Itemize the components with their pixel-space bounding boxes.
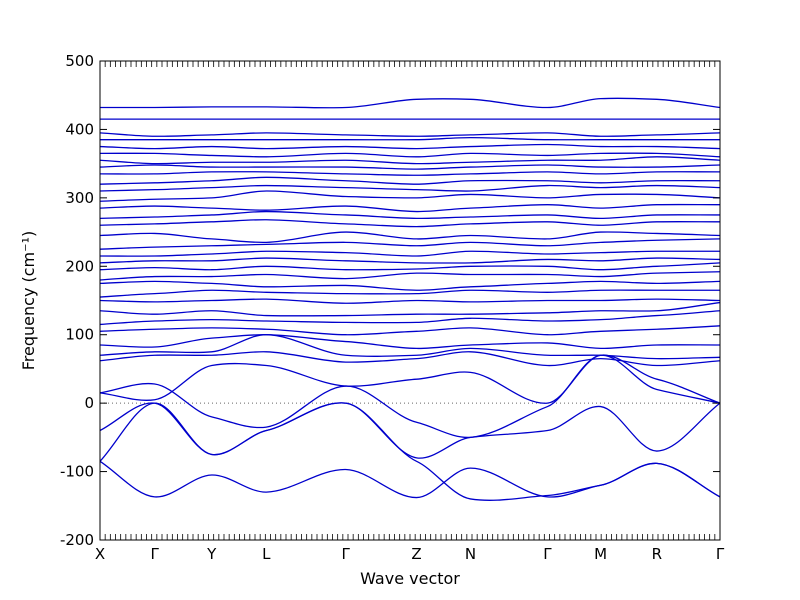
y-tick-label: -200 — [60, 531, 94, 549]
band-line — [99, 301, 721, 317]
band-line — [99, 250, 721, 257]
band-line — [99, 351, 721, 367]
band-line — [99, 176, 721, 185]
x-tick-label: N — [465, 545, 476, 563]
band-line — [99, 164, 721, 170]
band-line — [99, 231, 721, 244]
y-tick-label: 100 — [65, 326, 94, 344]
x-tick-label: Γ — [543, 545, 552, 563]
band-line — [99, 402, 721, 501]
series-layer — [99, 97, 721, 501]
band-line — [99, 238, 721, 250]
band-line — [99, 289, 720, 298]
band-line — [99, 97, 721, 109]
y-tick-layer: -200 -100 0 100 200 300 400 500 — [60, 52, 720, 549]
x-tick-label: Y — [206, 545, 217, 563]
band-line — [99, 219, 721, 228]
y-tick-label: 400 — [65, 120, 94, 138]
x-tick-label: R — [652, 545, 662, 563]
band-line — [99, 257, 721, 264]
y-tick-label: 300 — [65, 189, 94, 207]
band-line — [99, 271, 721, 281]
band-line — [99, 354, 721, 439]
y-axis-label: Frequency (cm⁻¹) — [19, 231, 38, 370]
band-line — [99, 298, 721, 304]
band-line — [99, 171, 721, 176]
band-line — [99, 156, 721, 165]
x-tick-label: L — [262, 545, 271, 563]
x-tick-label: X — [95, 545, 105, 563]
band-line — [99, 152, 721, 158]
band-line — [99, 460, 721, 499]
band-line — [99, 280, 721, 291]
band-line — [99, 310, 721, 326]
band-line — [99, 354, 721, 404]
band-line — [99, 262, 721, 271]
band-line — [99, 334, 721, 360]
x-tick-label: Γ — [716, 545, 725, 563]
x-tick-label: Z — [411, 545, 421, 563]
x-axis-label: Wave vector — [360, 569, 460, 588]
band-line — [100, 136, 721, 141]
band-line — [99, 143, 721, 150]
y-tick-label: 200 — [65, 257, 94, 275]
x-tick-label: M — [594, 545, 607, 563]
band-line — [99, 210, 721, 220]
band-line — [99, 184, 721, 192]
band-line — [99, 132, 721, 137]
y-tick-label: -100 — [60, 463, 94, 481]
band-line — [99, 325, 721, 336]
band-line — [99, 190, 721, 202]
y-tick-label: 500 — [65, 52, 94, 70]
band-line — [99, 402, 721, 459]
x-tick-label: Γ — [151, 545, 160, 563]
band-line — [99, 203, 721, 213]
band-line — [99, 334, 721, 350]
x-tick-label: Γ — [342, 545, 351, 563]
y-tick-label: 0 — [84, 394, 94, 412]
